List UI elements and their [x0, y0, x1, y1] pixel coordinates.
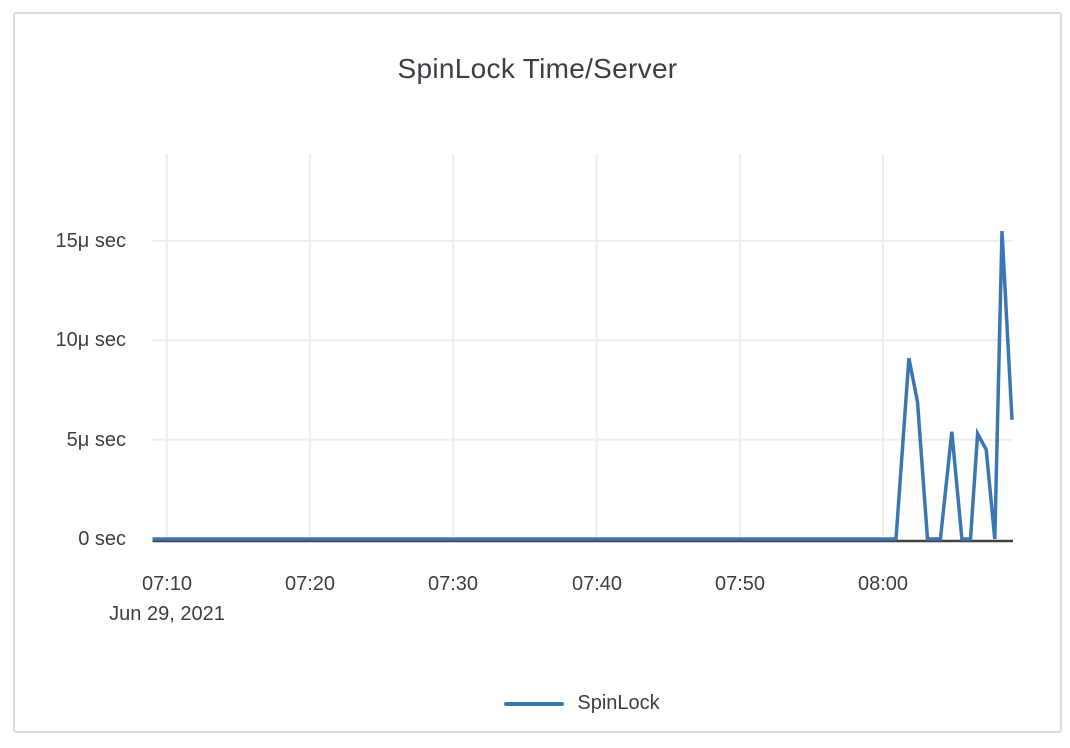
x-axis-tick-label: 07:50	[714, 573, 766, 595]
y-axis-tick-label: 10μ sec	[55, 329, 126, 351]
chart-title: SpinLock Time/Server	[397, 53, 678, 84]
series-line-spinlock[interactable]	[152, 231, 1014, 541]
legend-label: SpinLock	[577, 692, 660, 714]
x-axis-tick-label: 07:30	[427, 573, 479, 595]
y-axis-tick-label: 0 sec	[78, 528, 126, 550]
x-axis-date-label: Jun 29, 2021	[109, 603, 225, 625]
legend: SpinLock	[152, 692, 1012, 715]
legend-line-swatch	[504, 701, 565, 706]
plot-area[interactable]	[152, 154, 1012, 540]
x-axis-tick-label: 07:40	[571, 573, 623, 595]
x-axis-tick-label: 08:00	[857, 573, 909, 595]
chart-card	[13, 12, 1062, 733]
y-axis-tick-label: 5μ sec	[66, 429, 126, 451]
legend-item-spinlock[interactable]: SpinLock	[504, 692, 660, 715]
x-axis-tick-label: 07:20	[284, 573, 336, 595]
x-axis-tick-label: 07:10	[141, 573, 193, 595]
y-axis-tick-label: 15μ sec	[55, 230, 126, 252]
